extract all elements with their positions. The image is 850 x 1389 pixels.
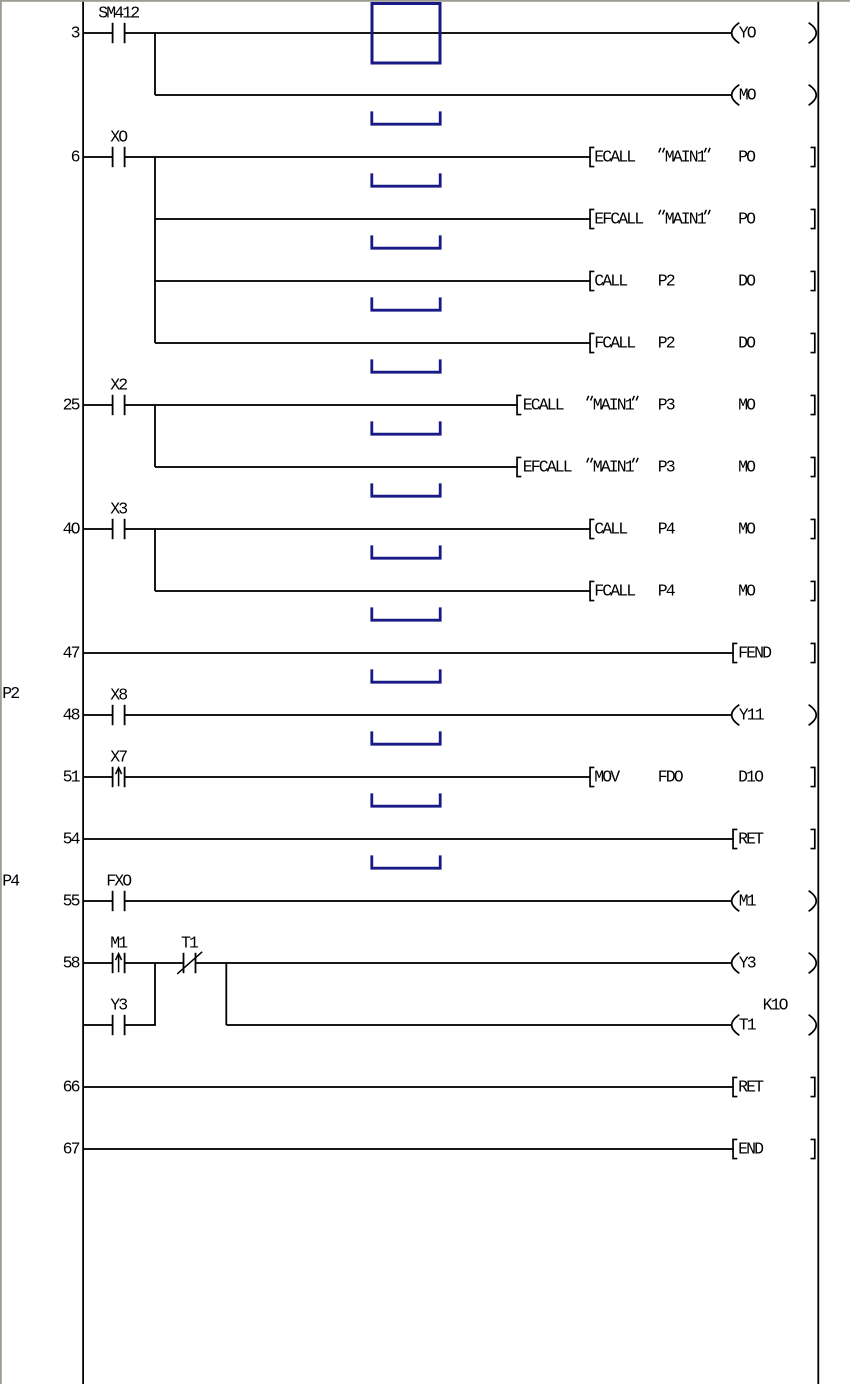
svg-text:FDO: FDO — [658, 767, 684, 786]
svg-text:P3: P3 — [658, 457, 675, 476]
svg-text:48: 48 — [63, 706, 80, 725]
svg-text:6: 6 — [71, 148, 80, 167]
svg-text:M1: M1 — [110, 933, 128, 952]
svg-text:FCALL: FCALL — [594, 581, 635, 600]
svg-text:RET: RET — [738, 1077, 764, 1096]
svg-text:FXO: FXO — [106, 871, 132, 890]
svg-text:FCALL: FCALL — [594, 333, 635, 352]
svg-text:MO: MO — [738, 457, 756, 476]
svg-text:P3: P3 — [658, 395, 675, 414]
svg-text:X3: X3 — [110, 499, 127, 518]
svg-text:MAIN1: MAIN1 — [593, 395, 635, 414]
svg-text:EFCALL: EFCALL — [594, 209, 643, 228]
svg-text:Y3: Y3 — [110, 995, 127, 1014]
svg-text:DO: DO — [738, 333, 756, 352]
svg-text:Y11: Y11 — [739, 705, 765, 724]
svg-text:RET: RET — [738, 829, 764, 848]
svg-text:51: 51 — [63, 768, 81, 787]
svg-text:MO: MO — [738, 395, 756, 414]
svg-text:EFCALL: EFCALL — [523, 457, 572, 476]
svg-text:47: 47 — [63, 644, 80, 663]
svg-text:SM412: SM412 — [98, 3, 139, 22]
svg-text:66: 66 — [63, 1078, 80, 1097]
svg-text:MO: MO — [738, 581, 756, 600]
svg-text:4O: 4O — [63, 520, 81, 539]
svg-text:D1O: D1O — [738, 767, 764, 786]
svg-text:XO: XO — [110, 127, 128, 146]
svg-text:67: 67 — [63, 1140, 80, 1159]
svg-text:MO: MO — [739, 85, 757, 104]
svg-text:MAIN1: MAIN1 — [593, 457, 635, 476]
svg-text:MAIN1: MAIN1 — [665, 209, 707, 228]
svg-text:DO: DO — [738, 271, 756, 290]
svg-text:MO: MO — [738, 519, 756, 538]
svg-text:58: 58 — [63, 954, 80, 973]
svg-text:P4: P4 — [658, 519, 676, 538]
svg-text:YO: YO — [739, 23, 757, 42]
svg-text:Y3: Y3 — [739, 953, 756, 972]
svg-text:X8: X8 — [110, 685, 127, 704]
svg-text:X7: X7 — [110, 747, 127, 766]
svg-text:PO: PO — [738, 147, 756, 166]
svg-text:3: 3 — [71, 24, 80, 43]
svg-text:PO: PO — [738, 209, 756, 228]
svg-text:MOV: MOV — [594, 767, 620, 786]
svg-text:P4: P4 — [658, 581, 676, 600]
svg-text:P2: P2 — [658, 333, 675, 352]
svg-text:END: END — [738, 1139, 764, 1158]
svg-text:25: 25 — [63, 396, 80, 415]
svg-text:P2: P2 — [658, 271, 675, 290]
svg-text:P4: P4 — [2, 872, 20, 891]
svg-text:T1: T1 — [739, 1015, 757, 1034]
svg-text:M1: M1 — [739, 891, 757, 910]
svg-text:CALL: CALL — [594, 271, 627, 290]
svg-text:CALL: CALL — [594, 519, 627, 538]
svg-text:54: 54 — [63, 830, 81, 849]
svg-text:P2: P2 — [2, 684, 19, 703]
svg-text:FEND: FEND — [738, 643, 772, 662]
svg-text:MAIN1: MAIN1 — [665, 147, 707, 166]
svg-text:X2: X2 — [110, 375, 127, 394]
svg-text:ECALL: ECALL — [523, 395, 564, 414]
svg-text:55: 55 — [63, 892, 80, 911]
svg-text:K1O: K1O — [763, 995, 789, 1014]
svg-text:ECALL: ECALL — [594, 147, 635, 166]
svg-text:T1: T1 — [181, 933, 199, 952]
